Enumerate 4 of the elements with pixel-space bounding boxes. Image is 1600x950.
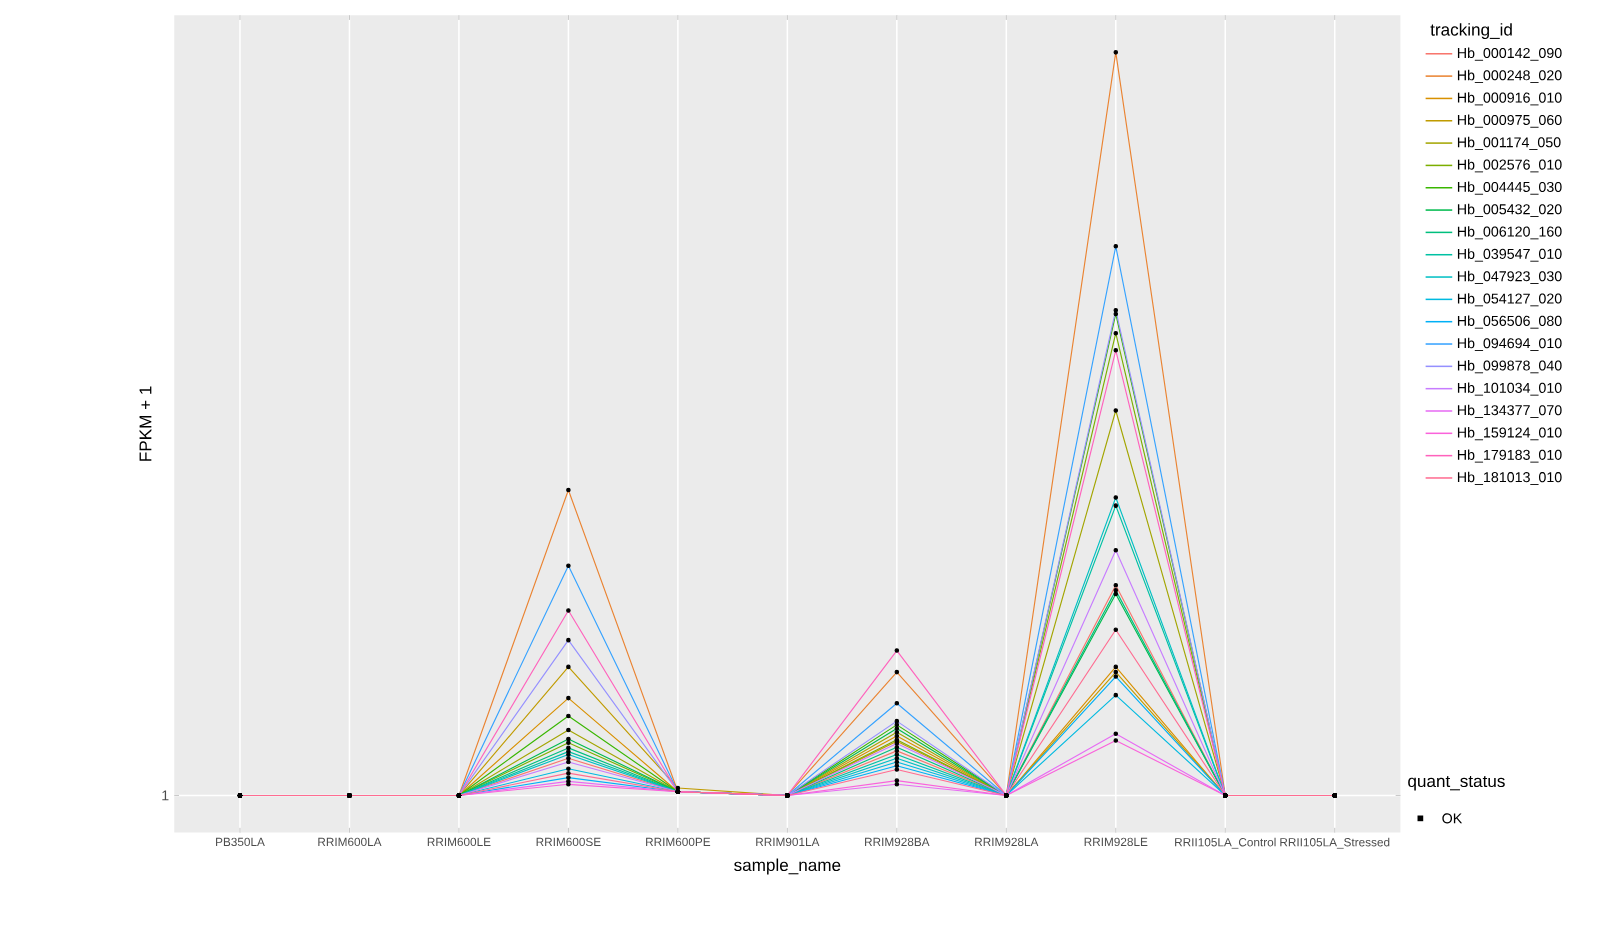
y-axis-title: FPKM + 1 xyxy=(139,386,152,461)
x-axis-title: sample_name xyxy=(734,858,841,875)
text: quant_status xyxy=(1408,775,1505,791)
legend-title: tracking_id xyxy=(1430,22,1512,39)
